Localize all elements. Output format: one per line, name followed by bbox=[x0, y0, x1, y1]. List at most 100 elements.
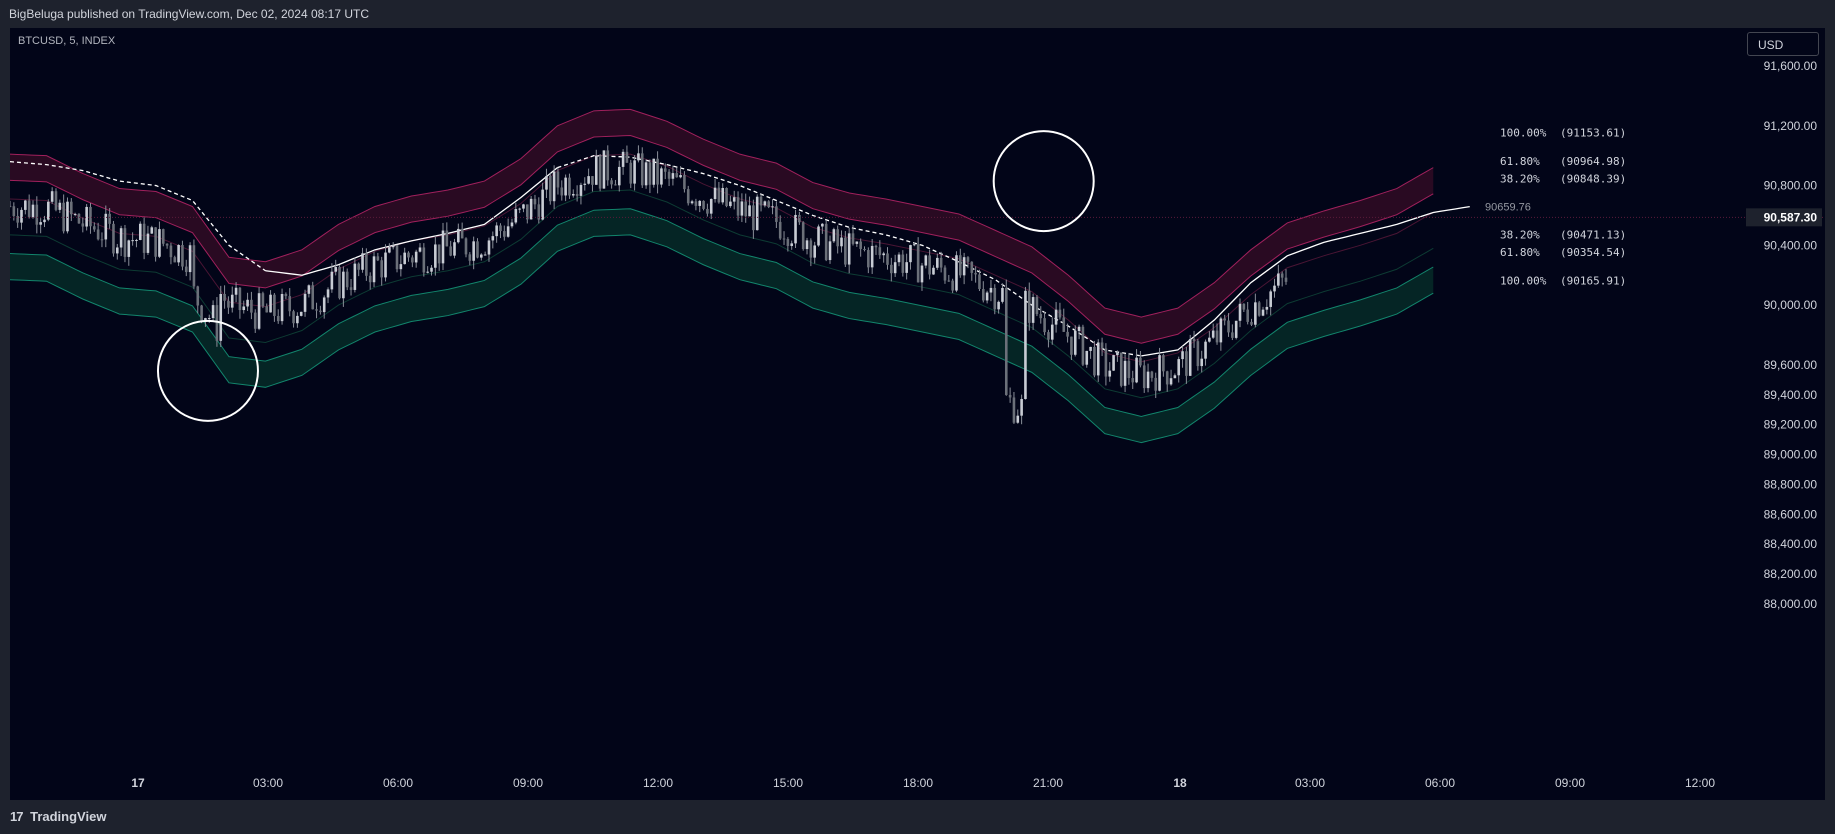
candle-body bbox=[836, 229, 839, 247]
candle-body bbox=[629, 162, 633, 184]
candle-body bbox=[349, 287, 353, 290]
candle-body bbox=[246, 299, 249, 307]
candle-body bbox=[943, 267, 947, 281]
candle-body bbox=[173, 257, 177, 263]
candle-body bbox=[667, 171, 671, 179]
candle-body bbox=[66, 201, 69, 232]
x-tick-label: 03:00 bbox=[253, 776, 283, 790]
tradingview-logo[interactable]: 17 TradingView bbox=[10, 800, 106, 834]
candle-body bbox=[441, 230, 445, 264]
candle-body bbox=[614, 184, 617, 186]
currency-button[interactable]: USD bbox=[1747, 32, 1819, 56]
candle-body bbox=[89, 206, 92, 227]
candle-body bbox=[131, 240, 134, 242]
candle-body bbox=[1227, 320, 1230, 333]
candle-body bbox=[924, 255, 928, 266]
candle-body bbox=[480, 254, 483, 258]
candle-body bbox=[606, 150, 610, 181]
candle-body bbox=[939, 257, 943, 268]
candle-body bbox=[890, 264, 893, 274]
candle-body bbox=[1261, 309, 1265, 316]
candle-body bbox=[698, 200, 702, 206]
candle-body bbox=[893, 262, 897, 274]
candle-body bbox=[1012, 397, 1016, 423]
level-pct-label: 61.80% bbox=[1500, 155, 1540, 168]
candle-body bbox=[177, 244, 180, 263]
candle-body bbox=[1150, 371, 1154, 378]
candle-body bbox=[1050, 324, 1054, 340]
candle-body bbox=[859, 241, 862, 249]
candle-body bbox=[330, 271, 334, 290]
candle-body bbox=[686, 189, 690, 204]
candle-body bbox=[399, 264, 403, 270]
candle-body bbox=[161, 229, 165, 244]
trend-line-solid-2 bbox=[1141, 205, 1470, 357]
price-chart[interactable]: 100.00% (91153.61) 61.80% (90964.98) 38.20% (… bbox=[10, 28, 1825, 800]
candle-body bbox=[1254, 302, 1257, 325]
candle-body bbox=[1238, 303, 1242, 321]
candle-body bbox=[798, 214, 801, 223]
candle-body bbox=[503, 231, 506, 237]
candle-body bbox=[660, 168, 663, 185]
candle-body bbox=[81, 223, 85, 227]
candle-body bbox=[154, 227, 157, 257]
candle-body bbox=[637, 153, 640, 161]
candle-body bbox=[1093, 346, 1096, 376]
candle-body bbox=[150, 227, 154, 234]
candle-body bbox=[1001, 287, 1004, 302]
candle-body bbox=[1231, 332, 1234, 338]
candle-body bbox=[771, 206, 774, 208]
candle-body bbox=[1200, 358, 1204, 367]
candle-body bbox=[403, 252, 406, 265]
x-tick-label: 12:00 bbox=[1685, 776, 1715, 790]
candle-body bbox=[1208, 337, 1211, 342]
candle-body bbox=[683, 175, 686, 190]
candle-body bbox=[981, 289, 985, 301]
candle-body bbox=[491, 236, 495, 241]
candle-body bbox=[449, 246, 452, 256]
candle-body bbox=[319, 310, 322, 313]
candle-body bbox=[640, 153, 644, 186]
x-tick-label: 03:00 bbox=[1295, 776, 1325, 790]
candle-body bbox=[985, 292, 989, 301]
candle-body bbox=[1173, 375, 1177, 379]
candle-body bbox=[1054, 309, 1058, 325]
candle-body bbox=[548, 175, 552, 202]
footer-bar: 17 TradingView bbox=[0, 800, 1835, 834]
candle-body bbox=[775, 206, 778, 222]
candle-body bbox=[338, 267, 341, 299]
candle-body bbox=[652, 158, 656, 185]
candle-body bbox=[702, 200, 705, 209]
candle-body bbox=[269, 294, 272, 313]
chart-area[interactable]: 100.00% (91153.61) 61.80% (90964.98) 38.20% (… bbox=[10, 28, 1825, 800]
candle-body bbox=[426, 271, 429, 273]
candle-body bbox=[901, 254, 905, 273]
candle-body bbox=[192, 245, 196, 287]
candle-body bbox=[234, 287, 238, 295]
x-tick-label: 15:00 bbox=[773, 776, 803, 790]
candle-body bbox=[296, 315, 299, 324]
candle-body bbox=[870, 245, 874, 268]
candle-body bbox=[184, 266, 188, 273]
candle-body bbox=[706, 208, 709, 214]
candle-body bbox=[1112, 355, 1115, 371]
candle-body bbox=[709, 198, 713, 214]
candle-body bbox=[966, 257, 970, 262]
candle-body bbox=[476, 241, 479, 258]
x-tick-label: 21:00 bbox=[1033, 776, 1063, 790]
candle-body bbox=[73, 213, 77, 215]
candle-body bbox=[913, 244, 916, 246]
candle-body bbox=[414, 251, 418, 263]
upper-band-outer-line bbox=[10, 108, 1434, 318]
candle-body bbox=[62, 202, 65, 232]
highlight-circle-2 bbox=[992, 130, 1095, 233]
candle-body bbox=[579, 184, 583, 196]
candle-body bbox=[993, 287, 997, 310]
candle-body bbox=[958, 255, 962, 276]
candle-body bbox=[288, 296, 292, 312]
candle-body bbox=[1234, 320, 1238, 338]
candle-body bbox=[158, 229, 161, 257]
candle-body bbox=[31, 204, 35, 218]
candle-body bbox=[460, 228, 464, 239]
candle-body bbox=[1158, 355, 1161, 391]
